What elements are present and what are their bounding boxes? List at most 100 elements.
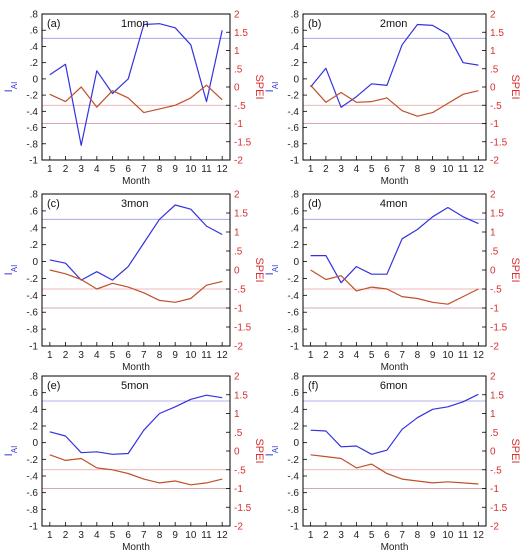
x-tick-label: 5 — [110, 350, 116, 361]
x-tick-label: 6 — [384, 350, 390, 361]
x-tick-label: 12 — [473, 530, 485, 541]
x-tick-label: 11 — [458, 164, 469, 175]
left-tick-label: -.8 — [26, 505, 38, 516]
right-axis-label: SPEI — [509, 74, 521, 99]
x-axis-label: Month — [381, 362, 409, 373]
right-tick-label: 0 — [234, 83, 240, 94]
right-tick-label: 1 — [234, 409, 240, 420]
right-tick-label: -1.5 — [490, 323, 508, 334]
left-tick-label: -.6 — [26, 123, 38, 134]
left-tick-label: .4 — [291, 223, 300, 234]
iai-series-line — [310, 393, 479, 455]
left-tick-label: .2 — [291, 422, 300, 433]
x-axis-label: Month — [381, 542, 409, 550]
x-tick-label: 3 — [338, 530, 344, 541]
left-tick-label: -.4 — [26, 472, 38, 483]
right-tick-label: -.5 — [490, 285, 502, 296]
x-tick-label: 8 — [157, 350, 163, 361]
left-tick-label: -1 — [290, 342, 299, 353]
left-tick-label: -.8 — [287, 325, 299, 336]
right-tick-label: 1 — [234, 228, 240, 239]
right-tick-label: -1.5 — [490, 503, 508, 514]
panel-label: (e) — [47, 380, 60, 392]
plot-frame — [41, 375, 231, 527]
x-tick-label: 9 — [172, 530, 178, 541]
left-tick-label: 0 — [293, 74, 299, 85]
right-tick-label: -2 — [234, 342, 243, 353]
x-tick-label: 10 — [185, 164, 197, 175]
left-tick-label: .2 — [30, 58, 39, 69]
x-tick-label: 1 — [308, 350, 314, 361]
x-tick-label: 11 — [201, 350, 212, 361]
x-tick-label: 8 — [157, 530, 163, 541]
left-tick-label: .4 — [30, 223, 39, 234]
x-tick-label: 6 — [125, 530, 131, 541]
x-tick-label: 12 — [473, 164, 485, 175]
left-tick-label: -.4 — [287, 291, 299, 302]
left-tick-label: -1 — [29, 522, 38, 533]
panel-label: (c) — [47, 198, 60, 210]
x-tick-label: 4 — [354, 350, 360, 361]
x-tick-label: 2 — [323, 164, 329, 175]
left-tick-label: .8 — [30, 372, 39, 383]
left-tick-label: -.8 — [26, 325, 38, 336]
right-tick-label: -2 — [490, 522, 499, 533]
left-tick-label: -.2 — [287, 91, 299, 102]
left-tick-label: .6 — [30, 26, 39, 37]
left-tick-label: -1 — [290, 156, 299, 167]
right-tick-label: 2 — [234, 372, 240, 383]
right-tick-label: -2 — [490, 342, 499, 353]
x-tick-label: 9 — [172, 350, 178, 361]
x-tick-label: 6 — [125, 350, 131, 361]
left-tick-label: -.2 — [287, 274, 299, 285]
iai-series-line — [49, 204, 223, 281]
x-tick-label: 1 — [47, 350, 53, 361]
x-tick-label: 10 — [442, 530, 454, 541]
x-tick-label: 1 — [47, 164, 53, 175]
x-tick-label: 6 — [384, 530, 390, 541]
left-tick-label: -.4 — [26, 291, 38, 302]
right-tick-label: -1.5 — [234, 137, 252, 148]
x-tick-label: 9 — [430, 530, 436, 541]
right-tick-label: -1.5 — [234, 503, 252, 514]
right-tick-label: 2 — [490, 372, 496, 383]
left-tick-label: -.8 — [26, 139, 38, 150]
chart-panel-5: -1 -.8 -.6 -.4 -.2 0 .2 .4 .6 .8 -2 -1.5 -1 -.5 0 .5 1 1.… — [3, 372, 265, 554]
right-tick-label: 1.5 — [234, 209, 248, 220]
right-tick-label: 1.5 — [234, 390, 248, 401]
right-tick-label: -.5 — [234, 101, 246, 112]
x-tick-label: 7 — [399, 350, 405, 361]
x-tick-label: 1 — [308, 164, 314, 175]
right-tick-label: -1.5 — [234, 323, 252, 334]
left-tick-label: .4 — [30, 42, 39, 53]
iai-series-line — [49, 23, 223, 146]
left-tick-label: -.4 — [26, 107, 38, 118]
chart-panel-6: -1 -.8 -.6 -.4 -.2 0 .2 .4 .6 .8 -2 -1.5 -1 -.5 0 .5 1 1.… — [264, 372, 521, 554]
iai-series-line — [310, 23, 479, 108]
x-tick-label: 5 — [369, 350, 375, 361]
x-tick-label: 12 — [473, 350, 485, 361]
panel-title: 6mon — [380, 380, 408, 392]
left-tick-label: .4 — [291, 42, 300, 53]
left-tick-label: 0 — [293, 257, 299, 268]
left-tick-label: 0 — [32, 257, 38, 268]
left-tick-label: -.2 — [287, 455, 299, 466]
right-tick-label: -2 — [234, 156, 243, 167]
spei-series-line — [310, 454, 479, 485]
right-tick-label: 1 — [490, 409, 496, 420]
x-tick-label: 11 — [458, 530, 469, 541]
left-axis-label: IAI — [3, 82, 19, 93]
right-tick-label: -2 — [234, 522, 243, 533]
right-tick-label: 0 — [490, 83, 496, 94]
right-tick-label: -2 — [490, 156, 499, 167]
left-tick-label: -.8 — [287, 139, 299, 150]
left-tick-label: -.6 — [287, 488, 299, 499]
x-tick-label: 8 — [415, 530, 421, 541]
right-tick-label: -1 — [490, 484, 499, 495]
left-tick-label: .2 — [30, 240, 39, 251]
x-tick-label: 4 — [354, 530, 360, 541]
left-axis-label: IAI — [3, 446, 19, 457]
spei-series-line — [49, 269, 223, 303]
left-tick-label: 0 — [32, 74, 38, 85]
right-tick-label: 1.5 — [490, 28, 504, 39]
